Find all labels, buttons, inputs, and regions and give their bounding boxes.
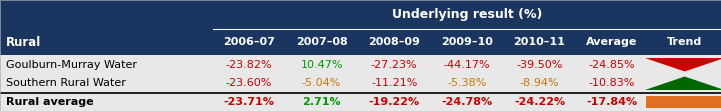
Text: -39.50%: -39.50% [516,60,562,70]
Text: -19.22%: -19.22% [368,97,420,107]
Text: -23.71%: -23.71% [224,97,275,107]
Text: Rural: Rural [6,36,41,49]
Text: -11.21%: -11.21% [371,78,417,88]
FancyBboxPatch shape [646,96,721,108]
Text: -5.04%: -5.04% [302,78,341,88]
Text: Goulburn-Murray Water: Goulburn-Murray Water [6,60,137,70]
Text: -23.60%: -23.60% [226,78,273,88]
Text: Trend: Trend [667,37,702,48]
Text: 2007–08: 2007–08 [296,37,348,48]
Text: -5.38%: -5.38% [447,78,487,88]
Text: Rural average: Rural average [6,97,94,107]
Text: Average: Average [586,37,638,48]
Text: -23.82%: -23.82% [226,60,273,70]
FancyBboxPatch shape [0,29,721,56]
Text: -24.22%: -24.22% [514,97,565,107]
Text: 10.47%: 10.47% [301,60,343,70]
Text: -24.78%: -24.78% [441,97,492,107]
Text: 2.71%: 2.71% [302,97,341,107]
FancyBboxPatch shape [0,56,721,74]
Text: -8.94%: -8.94% [520,78,559,88]
Text: -24.85%: -24.85% [589,60,635,70]
Text: 2010–11: 2010–11 [513,37,565,48]
Text: 2006–07: 2006–07 [223,37,275,48]
Text: -44.17%: -44.17% [443,60,490,70]
Text: -27.23%: -27.23% [371,60,417,70]
Text: 2009–10: 2009–10 [441,37,492,48]
FancyBboxPatch shape [0,74,721,92]
FancyBboxPatch shape [0,92,721,111]
Text: -17.84%: -17.84% [586,97,637,107]
Text: Underlying result (%): Underlying result (%) [392,8,542,21]
Text: 2008–09: 2008–09 [368,37,420,48]
Text: Southern Rural Water: Southern Rural Water [6,78,125,88]
Text: -10.83%: -10.83% [589,78,635,88]
Polygon shape [645,58,721,71]
Polygon shape [645,77,721,90]
FancyBboxPatch shape [0,0,721,29]
